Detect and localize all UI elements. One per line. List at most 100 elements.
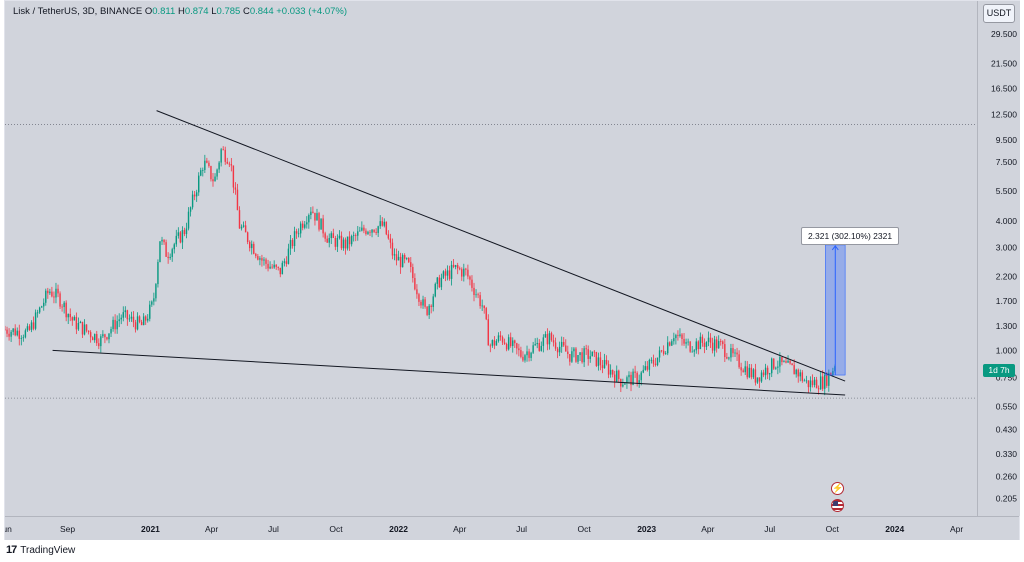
event-icons: ⚡	[831, 482, 847, 516]
currency-button[interactable]: USDT	[983, 4, 1015, 23]
candle-body	[43, 302, 45, 307]
candle-body	[809, 380, 812, 388]
candle-body	[128, 318, 131, 320]
candle-body	[193, 194, 196, 197]
candle-body	[611, 369, 614, 375]
candlestick-chart[interactable]	[4, 1, 977, 516]
candle-body	[98, 343, 100, 347]
plot-area[interactable]	[4, 1, 977, 516]
candle-body	[571, 351, 573, 362]
candle-body	[173, 244, 175, 250]
candle-body	[279, 267, 282, 275]
time-axis[interactable]: Jun Sep 2021 Apr Jul Oct 2022 Apr Jul Oct 2023 Apr J…	[0, 516, 1019, 540]
candle-body	[295, 231, 298, 234]
time-tick-label: 2022	[389, 524, 408, 534]
candle-body	[316, 213, 318, 221]
candle-body	[734, 352, 736, 354]
brand-name[interactable]: TradingView	[20, 544, 76, 556]
candle-body	[244, 225, 247, 233]
candle-body	[671, 341, 673, 346]
candle-body	[40, 306, 43, 308]
candle-body	[206, 160, 208, 163]
measure-label[interactable]: 2.321 (302.10%) 2321	[801, 227, 899, 245]
candle-body	[130, 316, 133, 319]
candle-body	[824, 374, 826, 389]
candle-body	[255, 253, 257, 257]
candle-body	[450, 264, 453, 279]
candle-body	[524, 355, 526, 361]
symbol-name[interactable]: Lisk / TetherUS, 3D, BINANCE	[13, 6, 143, 17]
candle-body	[198, 175, 200, 193]
candle-body	[826, 374, 828, 386]
candle-body	[304, 224, 306, 228]
price-axis-labels: 29.500 21.500 16.500 12.500 9.500 7.500 5.500 4…	[991, 29, 1018, 503]
lightning-icon[interactable]: ⚡	[831, 482, 844, 495]
time-tick-label: 2023	[637, 524, 656, 534]
candle-body	[299, 223, 302, 234]
candle-body	[705, 341, 708, 347]
candle-body	[51, 291, 53, 297]
candle-body	[224, 149, 226, 162]
us-flag-icon[interactable]	[831, 499, 844, 512]
candle-body	[65, 302, 67, 318]
candle-body	[558, 346, 561, 353]
candle-body	[153, 298, 155, 302]
tradingview-logo-icon[interactable]: 17	[6, 544, 17, 556]
candle-body	[660, 350, 663, 352]
candle-body	[454, 265, 457, 267]
candle-body	[149, 304, 151, 319]
price-tick-label: 0.550	[996, 401, 1018, 411]
candle-body	[603, 359, 606, 369]
candle-body	[832, 371, 834, 376]
candle-body	[87, 330, 90, 333]
candle-body	[340, 235, 343, 249]
candle-body	[424, 299, 426, 307]
candle-body	[259, 258, 261, 260]
candle-body	[695, 341, 697, 351]
candle-body	[291, 240, 294, 247]
candle-body	[412, 267, 414, 279]
candle-body	[218, 162, 220, 170]
candle-body	[381, 221, 383, 226]
price-tick-label: 2.200	[996, 272, 1018, 282]
candle-body	[487, 319, 489, 346]
candle-body	[312, 211, 314, 213]
candle-body	[234, 187, 237, 190]
candle-body	[232, 165, 235, 188]
price-tick-label: 0.260	[996, 471, 1018, 481]
candle-body	[599, 357, 602, 366]
candle-body	[116, 321, 118, 330]
candle-body	[342, 239, 345, 249]
candle-body	[320, 218, 322, 230]
candle-body	[147, 318, 149, 321]
candle-body	[263, 259, 265, 261]
candle-body	[477, 294, 479, 296]
candle-body	[589, 356, 591, 359]
time-tick-label: Oct	[826, 524, 840, 534]
candle-body	[563, 341, 565, 346]
candle-body	[587, 349, 589, 359]
candle-body	[12, 328, 14, 332]
price-tick-label: 29.500	[991, 29, 1017, 39]
candle-body	[269, 266, 271, 269]
candle-body	[760, 372, 763, 382]
candle-body	[740, 367, 742, 371]
candle-body	[96, 334, 98, 344]
candle-body	[355, 235, 357, 237]
time-axis-labels: Jun Sep 2021 Apr Jul Oct 2022 Apr Jul Oct 2023 Apr J…	[0, 524, 963, 534]
price-tick-label: 0.430	[996, 424, 1018, 434]
candle-body	[83, 324, 86, 335]
candle-body	[371, 229, 373, 233]
candle-body	[707, 337, 710, 342]
candle-body	[752, 369, 755, 378]
candle-body	[238, 210, 241, 229]
candle-body	[444, 271, 447, 276]
candle-body	[106, 337, 108, 340]
candle-body	[585, 348, 587, 350]
candle-body	[314, 212, 316, 221]
price-axis[interactable]: 29.500 21.500 16.500 12.500 9.500 7.500 5.500 4…	[977, 1, 1020, 516]
candle-body	[179, 232, 182, 243]
candle-body	[77, 323, 80, 330]
candle-body	[461, 269, 463, 277]
candle-body	[683, 338, 685, 344]
